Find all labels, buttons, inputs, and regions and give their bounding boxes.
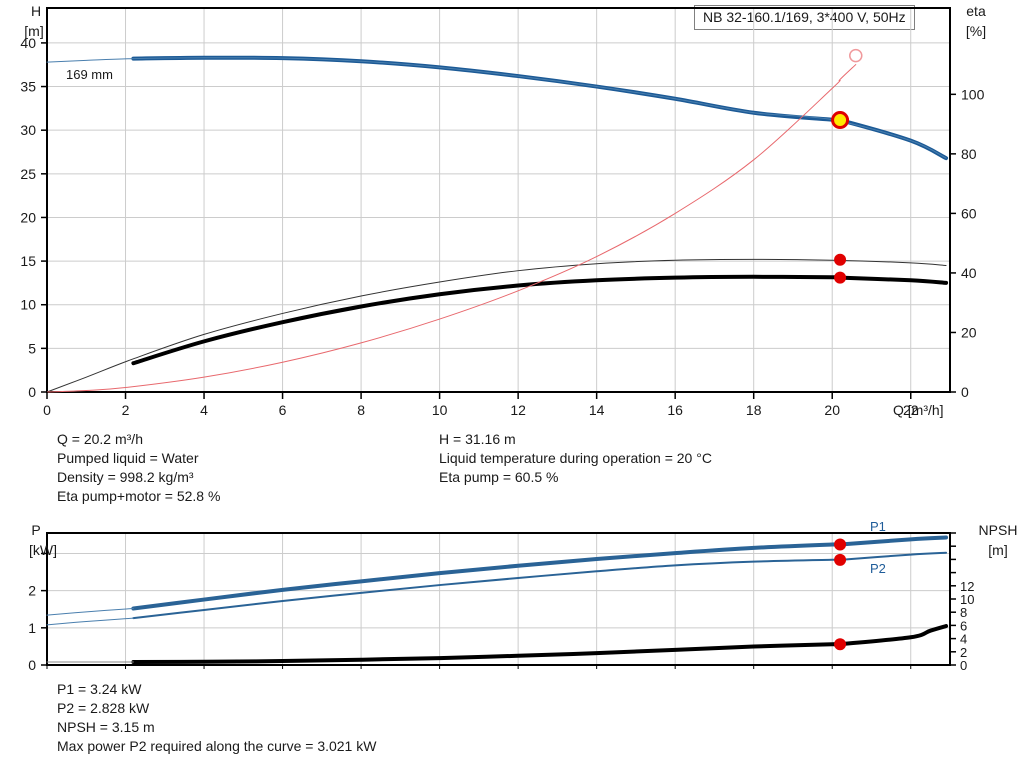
curve-h-curve-169-mm [131,55,949,161]
marker-group [831,48,863,284]
y-tick-label: 20 [20,209,36,225]
y2-tick-label: 40 [961,265,977,281]
x-tick-label: 6 [279,402,287,418]
info-line: Q = 20.2 m³/h [57,431,143,447]
y-tick-label: 25 [20,166,36,182]
x-tick-label: 0 [43,402,51,418]
duty-point-eta-open [849,48,863,63]
y2-tick-label: 60 [961,205,977,221]
curve-npsh-thin-curve [46,258,947,393]
y2-tick-label: 4 [960,632,967,647]
duty-point-head[interactable] [831,111,850,130]
y-tick-label: 40 [20,35,36,51]
info-line: Liquid temperature during operation = 20… [439,450,712,466]
y2-tick-label: 6 [960,618,967,633]
duty-point-npsh[interactable] [834,638,847,651]
curve-npsh [131,624,949,665]
y-tick-label: 5 [28,340,36,356]
y-tick-label: 30 [20,122,36,138]
curve-eta-curve [46,64,857,393]
curve-h-curve-thin-extension [46,57,947,159]
curve-p1 [131,535,949,611]
y2-tick-label: 10 [960,592,974,607]
y2-tick-label: 8 [960,605,967,620]
y2-tick-label: 0 [961,384,969,400]
x-axis-title: Q [m³/h] [893,402,944,418]
info-line: Density = 998.2 kg/m³ [57,469,194,485]
x-tick-label: 10 [432,402,448,418]
info-line: P2 = 2.828 kW [57,700,150,716]
y2-axis-title: eta [966,3,986,19]
info-line: NPSH = 3.15 m [57,719,155,735]
info-line: Eta pump+motor = 52.8 % [57,488,221,504]
y-axis-unit: [m] [24,23,43,39]
y-axis-title: P [31,522,40,538]
info-line: H = 31.16 m [439,431,516,447]
info-top-left: Q = 20.2 m³/h Pumped liquid = Water Dens… [57,430,220,506]
y2-tick-label: 0 [960,658,967,673]
y2-tick-label: 12 [960,579,974,594]
y-tick-label: 15 [20,253,36,269]
impeller-size-label: 169 mm [66,67,113,82]
axis-group: 0 5 10 15 20 25 30 35 40 0 20 40 60 80 100 0 2 4 6 8 10 12 14 1… [20,35,984,418]
info-bottom: P1 = 3.24 kW P2 = 2.828 kW NPSH = 3.15 m… [57,680,376,756]
y2-tick-label: 100 [961,86,985,102]
duty-point-p2[interactable] [834,553,847,566]
info-line: Eta pump = 60.5 % [439,469,559,485]
y-axis-title: H [31,3,41,19]
y2-tick-label: 80 [961,146,977,162]
x-tick-label: 20 [824,402,840,418]
curve-p2-thin-extension [46,617,134,626]
y-tick-label: 10 [20,297,36,313]
series-label-p1: P1 [870,519,886,534]
y-tick-label: 1 [28,620,36,636]
grid-lines [47,8,950,392]
curve-group [46,55,949,393]
y-tick-label: 0 [28,657,36,673]
info-line: P1 = 3.24 kW [57,681,142,697]
duty-point-npsh-thick[interactable] [834,271,847,284]
x-tick-label: 18 [746,402,762,418]
series-label-p2: P2 [870,561,886,576]
info-top-right: H = 31.16 m Liquid temperature during op… [439,430,712,487]
x-tick-label: 22 [903,402,919,418]
grid-lines [47,533,950,665]
y2-axis-unit: [m] [988,542,1007,558]
duty-point-p1[interactable] [834,538,847,551]
info-line: Max power P2 required along the curve = … [57,738,377,754]
marker-group [834,538,847,651]
y2-tick-label: 20 [961,324,977,340]
duty-point-npsh-thin[interactable] [834,253,847,266]
x-tick-label: 2 [122,402,130,418]
y-tick-label: 0 [28,384,36,400]
y-axis-unit: [kW] [29,542,57,558]
y-tick-label: 35 [20,79,36,95]
curve-group [46,535,949,665]
head-eta-chart: 0 5 10 15 20 25 30 35 40 0 20 40 60 80 100 0 2 4 6 8 10 12 14 1… [20,3,986,418]
x-tick-label: 8 [357,402,365,418]
info-line: Pumped liquid = Water [57,450,199,466]
curve-p1-thin-extension [46,607,134,616]
plot-frame [46,7,951,393]
y2-axis-title: NPSH [979,522,1018,538]
x-tick-label: 16 [667,402,683,418]
y-tick-label: 2 [28,583,36,599]
y2-tick-label: 2 [960,645,967,660]
x-tick-label: 4 [200,402,208,418]
x-tick-label: 12 [510,402,526,418]
x-tick-label: 14 [589,402,605,418]
y2-axis-unit: [%] [966,23,986,39]
